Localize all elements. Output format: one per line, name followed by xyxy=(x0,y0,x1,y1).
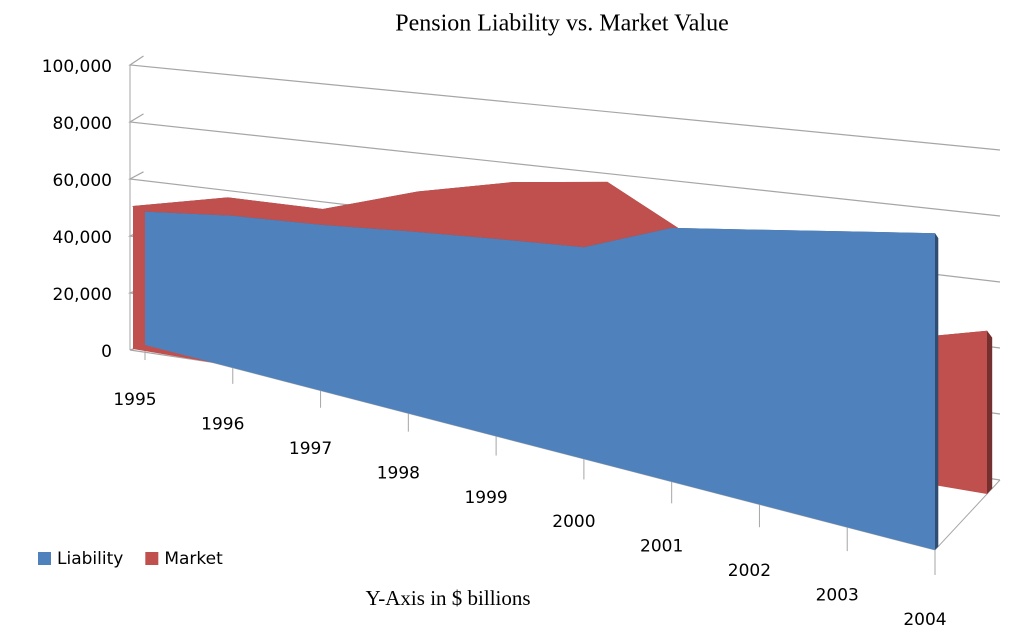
y-tick-label: 60,000 xyxy=(53,171,112,191)
legend-swatch xyxy=(145,552,159,565)
y-tick-label: 0 xyxy=(101,342,112,362)
x-tick-label: 1996 xyxy=(201,414,244,434)
x-tick-label: 1999 xyxy=(464,488,507,508)
x-tick-label: 2002 xyxy=(728,561,771,581)
y-tick-label: 40,000 xyxy=(53,228,112,248)
x-tick-label: 1995 xyxy=(113,390,156,410)
area xyxy=(145,211,935,550)
axis-caption: Y-Axis in $ billions xyxy=(365,586,530,610)
x-tick-label: 2004 xyxy=(903,610,946,630)
legend-swatch xyxy=(38,552,51,565)
chart-title: Pension Liability vs. Market Value xyxy=(395,11,729,37)
area-side xyxy=(987,330,993,494)
x-tick-label: 1998 xyxy=(377,463,420,483)
y-tick-label: 80,000 xyxy=(53,114,112,134)
y-tick-label: 100,000 xyxy=(42,57,112,77)
x-tick-label: 2003 xyxy=(816,586,859,606)
legend-label: Liability xyxy=(57,549,123,569)
y-tick-label: 20,000 xyxy=(53,285,112,305)
x-tick-label: 1997 xyxy=(289,439,332,459)
x-tick-label: 2000 xyxy=(552,512,595,532)
x-tick-label: 2001 xyxy=(640,537,683,557)
legend-label: Market xyxy=(164,549,223,569)
area-side xyxy=(935,233,939,550)
